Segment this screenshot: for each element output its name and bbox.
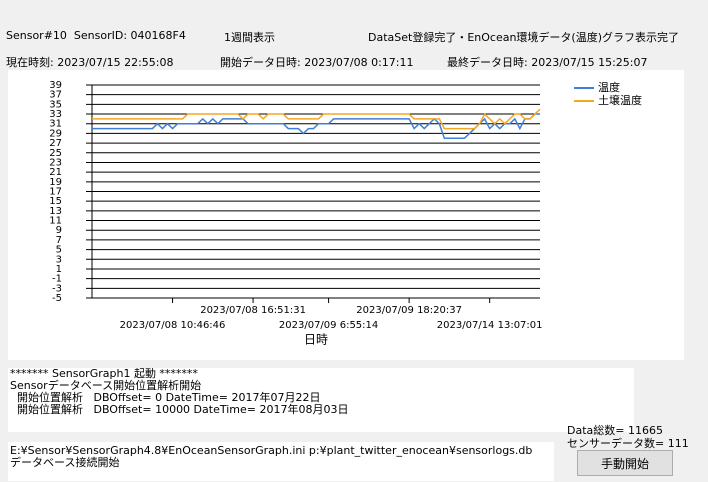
y-tick-label: 33 — [49, 109, 62, 120]
y-tick-label: 39 — [49, 80, 62, 91]
y-tick-label: 3 — [56, 254, 62, 265]
legend-label: 土壌温度 — [598, 93, 642, 107]
x-tick-label: 2023/07/14 13:07:01 — [437, 320, 543, 331]
y-tick-label: 29 — [49, 128, 62, 139]
data-line — [92, 108, 541, 130]
y-tick-label: 19 — [49, 177, 62, 188]
y-tick-label: 27 — [49, 138, 62, 149]
x-tick-label: 2023/07/08 16:51:31 — [200, 305, 306, 316]
y-tick-label: 21 — [49, 167, 62, 178]
y-tick-label: -5 — [52, 293, 62, 304]
manual-start-button[interactable]: 手動開始 — [577, 450, 673, 476]
log-line: 開始位置解析 DBOffset= 10000 DateTime= 2017年08… — [10, 403, 349, 416]
status: DataSet登録完了・EnOcean環境データ(温度)グラフ表示完了 — [368, 31, 680, 44]
y-tick-label: -3 — [52, 283, 62, 294]
y-tick-label: 15 — [49, 196, 62, 207]
log-line: 開始位置解析 DBOffset= 0 DateTime= 2017年07月22日 — [10, 391, 321, 404]
view-mode: 1週間表示 — [224, 31, 275, 44]
y-tick-label: 23 — [49, 157, 62, 168]
sensor-count: センサーデータ数= 111 — [567, 437, 689, 450]
chart: -5-3-11357911131517192123252729313335373… — [8, 70, 684, 360]
data-total: Data総数= 11665 — [567, 424, 663, 437]
y-tick-label: 35 — [49, 99, 62, 110]
last-time: 最終データ日時: 2023/07/15 15:25:07 — [447, 56, 648, 69]
sensor-id: Sensor#10 SensorID: 040168F4 — [6, 29, 186, 42]
log-box: ******* SensorGraph1 起動 ******* Sensorデータ… — [8, 368, 634, 432]
y-tick-label: 13 — [49, 206, 62, 217]
legend-label: 温度 — [598, 80, 620, 94]
x-tick-label: 2023/07/09 6:55:14 — [279, 320, 378, 331]
y-tick-label: 31 — [49, 119, 62, 130]
x-tick-label: 2023/07/08 10:46:46 — [120, 320, 226, 331]
y-tick-label: 5 — [56, 245, 62, 256]
y-tick-label: 9 — [56, 225, 62, 236]
log-line: データベース接続開始 — [10, 456, 120, 469]
log-line: E:¥Sensor¥SensorGraph4.8¥EnOceanSensorGr… — [10, 444, 533, 457]
y-tick-label: 25 — [49, 148, 62, 159]
log-line: Sensorデータベース開始位置解析開始 — [10, 379, 202, 392]
y-tick-label: 1 — [56, 264, 62, 275]
y-tick-label: 37 — [49, 90, 62, 101]
y-tick-label: 7 — [56, 235, 62, 246]
y-tick-label: 11 — [49, 216, 62, 227]
current-time: 現在時刻: 2023/07/15 22:55:08 — [6, 56, 174, 69]
y-tick-label: 17 — [49, 187, 62, 198]
x-tick-label: 2023/07/09 18:20:37 — [356, 305, 462, 316]
y-tick-label: -1 — [52, 274, 62, 285]
data-line — [92, 113, 540, 139]
x-axis-label: 日時 — [304, 333, 328, 347]
path-log-box: E:¥Sensor¥SensorGraph4.8¥EnOceanSensorGr… — [8, 442, 554, 481]
log-line: ******* SensorGraph1 起動 ******* — [10, 368, 198, 380]
start-time: 開始データ日時: 2023/07/08 0:17:11 — [220, 56, 414, 69]
